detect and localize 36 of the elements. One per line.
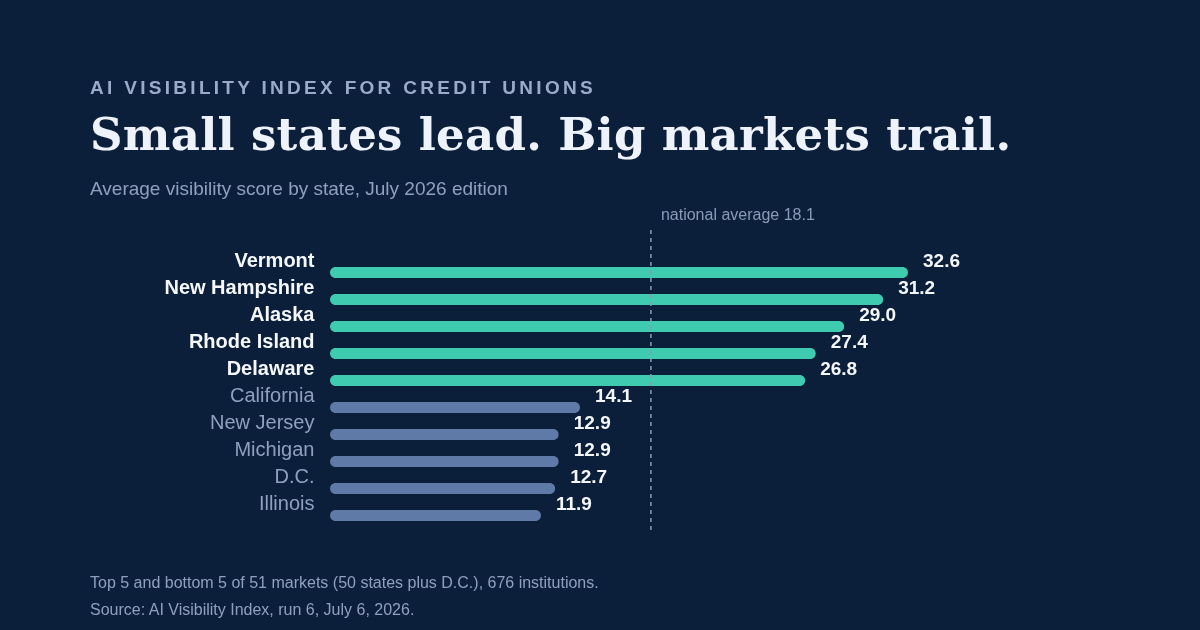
y-tick-label: New Jersey [210, 410, 315, 433]
bar [330, 483, 556, 494]
bar [330, 294, 884, 305]
data-label: 27.4 [830, 330, 869, 352]
data-label: 11.9 [555, 492, 592, 514]
data-label: 26.8 [820, 357, 858, 379]
bar [330, 348, 816, 359]
data-label: 31.2 [898, 276, 936, 298]
bar [330, 402, 580, 413]
data-label: 32.6 [923, 249, 960, 271]
bar [330, 456, 559, 467]
bar [330, 510, 541, 521]
text: AI VISIBILITY INDEX FOR CREDIT UNIONS [90, 77, 597, 99]
source-note: Source: AI Visibility Index, run 6, July 6, 2026. [90, 600, 416, 620]
y-tick-label: Vermont [234, 248, 315, 271]
bar [330, 321, 845, 332]
data-label: 12.9 [573, 438, 611, 460]
y-tick-label: Rhode Island [188, 329, 315, 352]
y-tick-label: New Hampshire [164, 275, 315, 298]
text: Top 5 and bottom 5 of 51 markets (50 states plus D.C.), 676 institutions. [90, 573, 599, 593]
y-tick-label: Michigan [234, 437, 315, 460]
y-tick-label: California [230, 383, 316, 406]
data-label: 12.7 [570, 465, 608, 487]
data-label: 14.1 [594, 384, 633, 406]
chart-title: Small states lead. Big markets trail. [90, 108, 1012, 161]
bar [330, 429, 559, 440]
y-tick-label: Delaware [226, 356, 315, 379]
ref-line-label: national average 18.1 [660, 206, 815, 223]
bar [330, 267, 908, 278]
data-label: 12.9 [573, 411, 611, 433]
chart-subtitle: Average visibility score by state, July 2026 edition [90, 178, 508, 200]
y-tick-label: Illinois [258, 491, 315, 514]
y-tick-label: D.C. [274, 464, 315, 487]
data-label: 29.0 [859, 303, 897, 325]
y-tick-label: Alaska [250, 302, 316, 325]
bar [330, 375, 806, 386]
